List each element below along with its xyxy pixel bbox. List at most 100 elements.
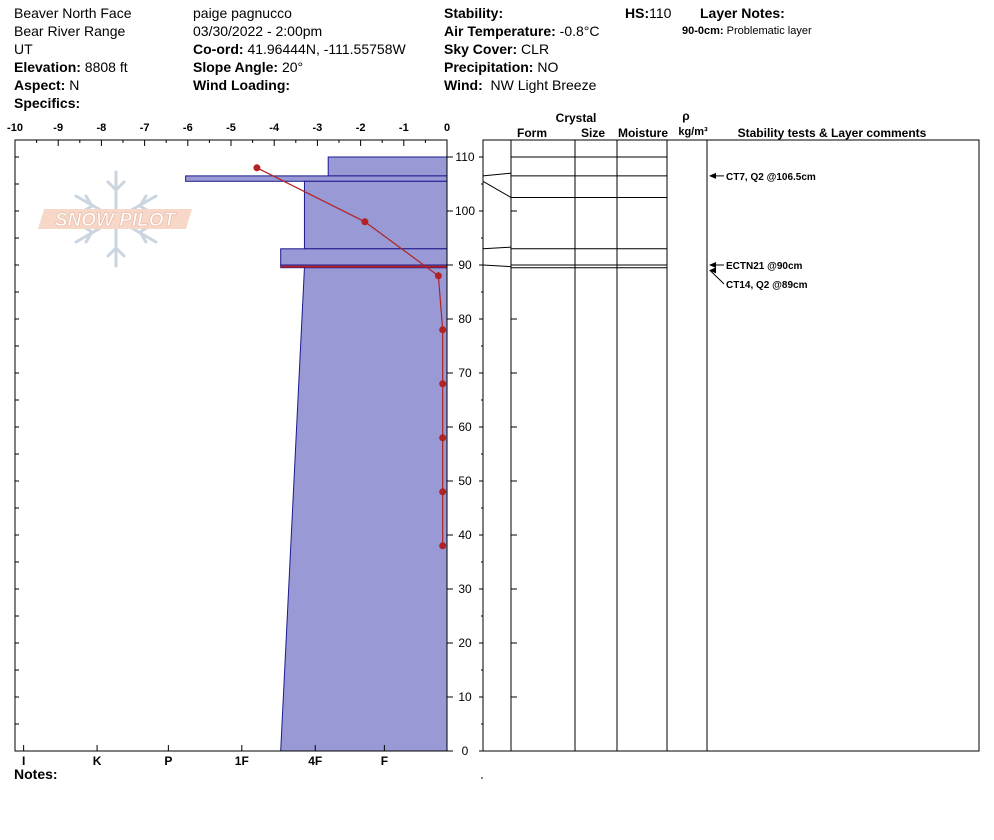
height-tick-label: 100 <box>455 204 475 218</box>
conditions-info: Stability: Air Temperature: -0.8°C Sky C… <box>444 4 600 94</box>
header-size: Size <box>581 126 605 140</box>
hardness-layer <box>185 175 448 182</box>
height-tick-label: 40 <box>458 528 472 542</box>
coord-row: Co-ord: 41.96444N, -111.55758W <box>193 40 406 58</box>
layer-note-text: Problematic layer <box>726 25 812 37</box>
sky-row: Sky Cover: CLR <box>444 40 600 58</box>
layer-connector <box>482 180 512 198</box>
layer-note-item: 90-0cm: Problematic layer <box>682 22 812 40</box>
height-tick-label: 110 <box>455 150 474 164</box>
logo-text: SNOW PILOT <box>55 210 177 231</box>
air-temp-label: Air Temperature: <box>444 23 556 39</box>
header-comments: Stability tests & Layer comments <box>738 126 927 140</box>
height-tick-label: 50 <box>458 474 472 488</box>
elevation-value: 8808 ft <box>84 59 128 75</box>
elevation-label: Elevation: <box>14 59 81 75</box>
hardness-tick-label: P <box>164 754 172 768</box>
layer-connector <box>482 246 512 250</box>
temp-tick-label: -10 <box>7 122 23 134</box>
header-rho: ρ <box>682 109 689 123</box>
slope-label: Slope Angle: <box>193 59 279 75</box>
location-name: Beaver North Face <box>14 5 132 21</box>
layer-connector <box>482 264 512 268</box>
temp-tick-label: 0 <box>444 122 450 134</box>
specifics-label: Specifics: <box>14 95 81 111</box>
hardness-tick-label: F <box>381 754 388 768</box>
stability-test-label: CT7, Q2 @106.5cm <box>726 172 816 183</box>
header-moisture: Moisture <box>618 126 668 140</box>
stability-test-label: CT14, Q2 @89cm <box>726 280 808 291</box>
stability-test-arrow <box>709 267 716 274</box>
hs-value: 110 <box>649 5 672 21</box>
coord-label: Co-ord: <box>193 41 244 57</box>
stability-test-label: ECTN21 @90cm <box>726 261 803 272</box>
temperature-point <box>434 272 442 280</box>
layer-note-range: 90-0cm: <box>682 25 724 37</box>
temp-tick-label: -8 <box>97 122 107 134</box>
precip-value: NO <box>537 59 559 75</box>
wind-label: Wind: <box>444 77 483 93</box>
aspect-label: Aspect: <box>14 77 66 93</box>
hs-label: HS: <box>625 5 650 21</box>
temp-tick-label: -9 <box>53 122 63 134</box>
temperature-point <box>439 326 447 334</box>
header-crystal: Crystal <box>556 111 597 125</box>
observation-datetime: 03/30/2022 - 2:00pm <box>193 23 323 39</box>
height-tick-label: 30 <box>458 582 472 596</box>
air-temp-row: Air Temperature: -0.8°C <box>444 22 600 40</box>
layer-notes: Layer Notes: <box>700 4 785 22</box>
stability-label: Stability: <box>444 5 504 21</box>
notes-label: Notes: <box>14 766 58 782</box>
aspect-row: Aspect: N <box>14 76 132 94</box>
hardness-tick-label: K <box>93 754 102 768</box>
stability-test-pointer <box>709 270 725 285</box>
notes-row: Notes: <box>14 765 58 783</box>
temp-tick-label: -6 <box>183 122 193 134</box>
header-form: Form <box>517 126 547 140</box>
temperature-line <box>256 167 444 546</box>
temp-tick-label: -3 <box>313 122 323 134</box>
slope-row: Slope Angle: 20° <box>193 58 406 76</box>
aspect-value: N <box>69 77 80 93</box>
air-temp-value: -0.8°C <box>559 23 600 39</box>
wind-loading-label: Wind Loading: <box>193 77 291 93</box>
table-frame <box>482 139 980 752</box>
state: UT <box>14 41 33 57</box>
precip-row: Precipitation: NO <box>444 58 600 76</box>
temp-tick-label: -7 <box>140 122 150 134</box>
precip-label: Precipitation: <box>444 59 534 75</box>
height-tick-label: 90 <box>458 258 472 272</box>
hardness-tick-label: 1F <box>235 754 249 768</box>
stability-test-arrow <box>709 262 716 268</box>
sky-label: Sky Cover: <box>444 41 518 57</box>
wind-loading-row: Wind Loading: <box>193 76 406 94</box>
snowpilot-logo: SNOW PILOT <box>38 170 192 268</box>
hardness-layer <box>327 156 448 177</box>
height-tick-label: 80 <box>458 312 472 326</box>
coord-value: 41.96444N, -111.55758W <box>247 41 406 57</box>
stability-test-arrow <box>709 172 716 179</box>
sky-value: CLR <box>521 41 550 57</box>
elevation-row: Elevation: 8808 ft <box>14 58 132 76</box>
hardness-tick-label: 4F <box>308 754 322 768</box>
observer-info: paige pagnucco 03/30/2022 - 2:00pm Co-or… <box>193 4 406 94</box>
height-tick-label: 70 <box>458 366 472 380</box>
height-tick-label: 20 <box>458 636 472 650</box>
hardness-tick-label: I <box>22 754 25 768</box>
hardness-layer <box>280 267 448 752</box>
mountain-range: Bear River Range <box>14 23 126 39</box>
temperature-point <box>439 380 447 388</box>
temperature-point <box>253 164 261 172</box>
slope-value: 20° <box>281 59 304 75</box>
wind-row: Wind: NW Light Breeze <box>444 76 600 94</box>
temperature-point <box>361 218 369 226</box>
logo-banner <box>38 209 192 229</box>
hardness-layer <box>303 180 448 250</box>
temp-tick-label: -1 <box>399 122 409 134</box>
temp-tick-label: -5 <box>226 122 236 134</box>
hardness-layer <box>280 248 448 266</box>
wind-value: NW Light Breeze <box>490 77 597 93</box>
specifics-row: Specifics: <box>14 94 132 112</box>
height-tick-label: 0 <box>462 744 469 758</box>
